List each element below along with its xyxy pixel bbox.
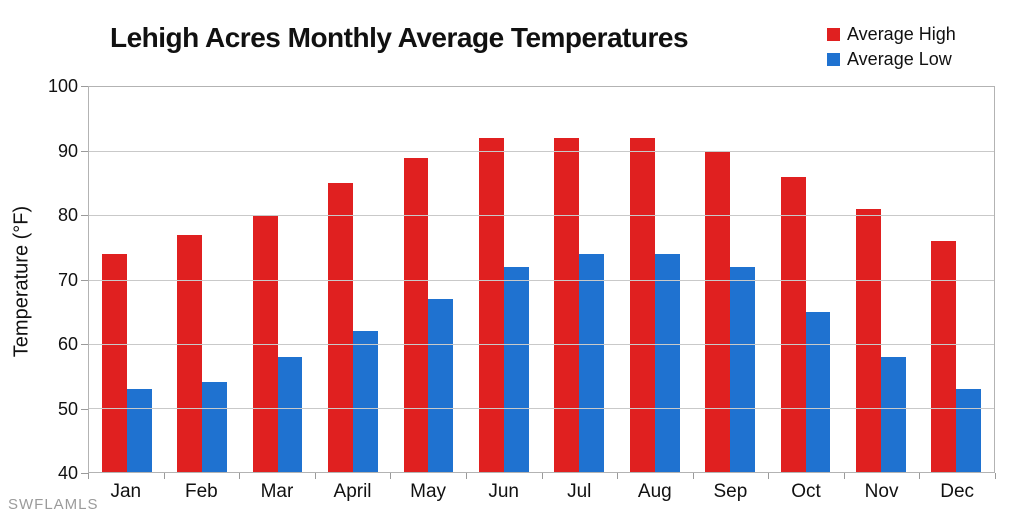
bar-average-high-april	[328, 183, 353, 472]
x-tick-mark-5	[465, 473, 467, 479]
y-tick-label-90: 90	[57, 140, 78, 161]
bar-average-low-may	[428, 298, 454, 472]
legend-label-low: Average Low	[847, 49, 952, 69]
x-tick-mark-3	[314, 473, 316, 479]
x-tick-mark-6	[541, 473, 543, 479]
x-label-jun: Jun	[488, 481, 519, 502]
y-tick-label-60: 60	[57, 334, 78, 354]
bar-group-feb	[164, 87, 239, 472]
bar-average-low-feb	[202, 382, 227, 472]
bar-average-high-jul	[554, 138, 580, 472]
bar-average-low-april	[352, 330, 378, 472]
gridline-50	[89, 407, 994, 409]
bar-average-low-sep	[730, 266, 755, 472]
legend: Average High Average Low	[827, 22, 956, 72]
x-label-jan: Jan	[110, 481, 142, 502]
x-tick-mark-8	[692, 473, 694, 479]
x-label-jul: Jul	[567, 481, 592, 502]
y-tick-label-70: 70	[57, 269, 78, 290]
x-label-dec: Dec	[940, 481, 975, 502]
x-tick-mark-11	[919, 473, 921, 479]
y-tick-mark-80	[81, 215, 88, 216]
bar-average-high-feb	[177, 234, 203, 472]
bar-average-low-dec	[956, 388, 982, 472]
legend-swatch-low-icon	[827, 53, 840, 66]
bar-average-high-oct	[780, 176, 806, 472]
chart-title: Lehigh Acres Monthly Average Temperature…	[110, 22, 689, 53]
x-label-oct: Oct	[791, 481, 821, 502]
bar-group-nov	[843, 87, 918, 472]
x-tick-mark-7	[617, 473, 619, 479]
bar-average-high-aug	[629, 138, 655, 472]
watermark: SWFLAMLS	[8, 496, 99, 513]
x-axis-labels: Jan Feb Mar April May Jun Jul Aug Sep Oct Nov Dec	[88, 481, 995, 503]
bar-average-low-oct	[805, 311, 831, 472]
x-tick-mark-4	[390, 473, 392, 479]
y-tick-mark-90	[81, 150, 88, 152]
plot-area	[88, 86, 995, 473]
bar-average-high-may	[403, 157, 429, 472]
bar-average-low-jul	[579, 253, 605, 472]
x-label-may: May	[410, 481, 447, 502]
x-label-mar: Mar	[260, 481, 294, 502]
y-tick-label-50: 50	[57, 398, 78, 419]
legend-item-average-high: Average High	[827, 22, 956, 47]
legend-item-average-low: Average Low	[827, 47, 956, 72]
x-label-feb: Feb	[184, 481, 218, 502]
y-tick-mark-70	[81, 279, 88, 281]
bar-group-sep	[692, 87, 767, 472]
bar-average-low-nov	[880, 356, 906, 472]
x-tick-mark-1	[163, 473, 165, 479]
y-tick-mark-50	[81, 408, 88, 410]
legend-label-high: Average High	[847, 24, 956, 44]
legend-swatch-high-icon	[827, 28, 840, 41]
bar-average-high-jun	[478, 138, 504, 472]
x-label-nov: Nov	[864, 481, 899, 502]
bar-average-low-jun	[503, 266, 529, 472]
bar-group-may	[391, 87, 466, 472]
gridline-90	[89, 151, 994, 153]
y-tick-label-100: 100	[47, 76, 78, 96]
x-tick-mark-9	[768, 473, 770, 479]
y-tick-label-40: 40	[57, 463, 78, 483]
x-tick-mark-10	[843, 473, 845, 479]
x-label-april: April	[333, 481, 372, 502]
bar-average-low-mar	[277, 356, 303, 472]
bar-group-jun	[466, 87, 541, 472]
gridline-60	[89, 343, 994, 345]
bar-average-high-dec	[931, 241, 957, 472]
bar-group-jan	[89, 87, 164, 472]
bar-average-low-aug	[654, 253, 680, 472]
gridline-70	[89, 279, 994, 281]
bar-group-jul	[542, 87, 617, 472]
y-tick-label-80: 80	[57, 205, 78, 225]
x-tick-mark-2	[239, 473, 241, 479]
bar-average-high-sep	[705, 151, 731, 472]
bar-group-oct	[768, 87, 843, 472]
x-tick-mark-12	[995, 473, 996, 479]
y-tick-mark-40	[81, 473, 88, 474]
y-tick-mark-100	[81, 86, 88, 87]
bar-average-low-jan	[126, 388, 152, 472]
gridline-80	[89, 215, 994, 217]
bar-average-high-jan	[101, 253, 127, 472]
x-label-aug: Aug	[637, 481, 672, 502]
bar-group-aug	[617, 87, 692, 472]
bar-group-april	[315, 87, 390, 472]
y-tick-mark-60	[81, 344, 88, 345]
x-label-sep: Sep	[713, 481, 748, 502]
bar-average-high-nov	[856, 208, 881, 472]
x-tick-mark-0	[88, 473, 89, 479]
